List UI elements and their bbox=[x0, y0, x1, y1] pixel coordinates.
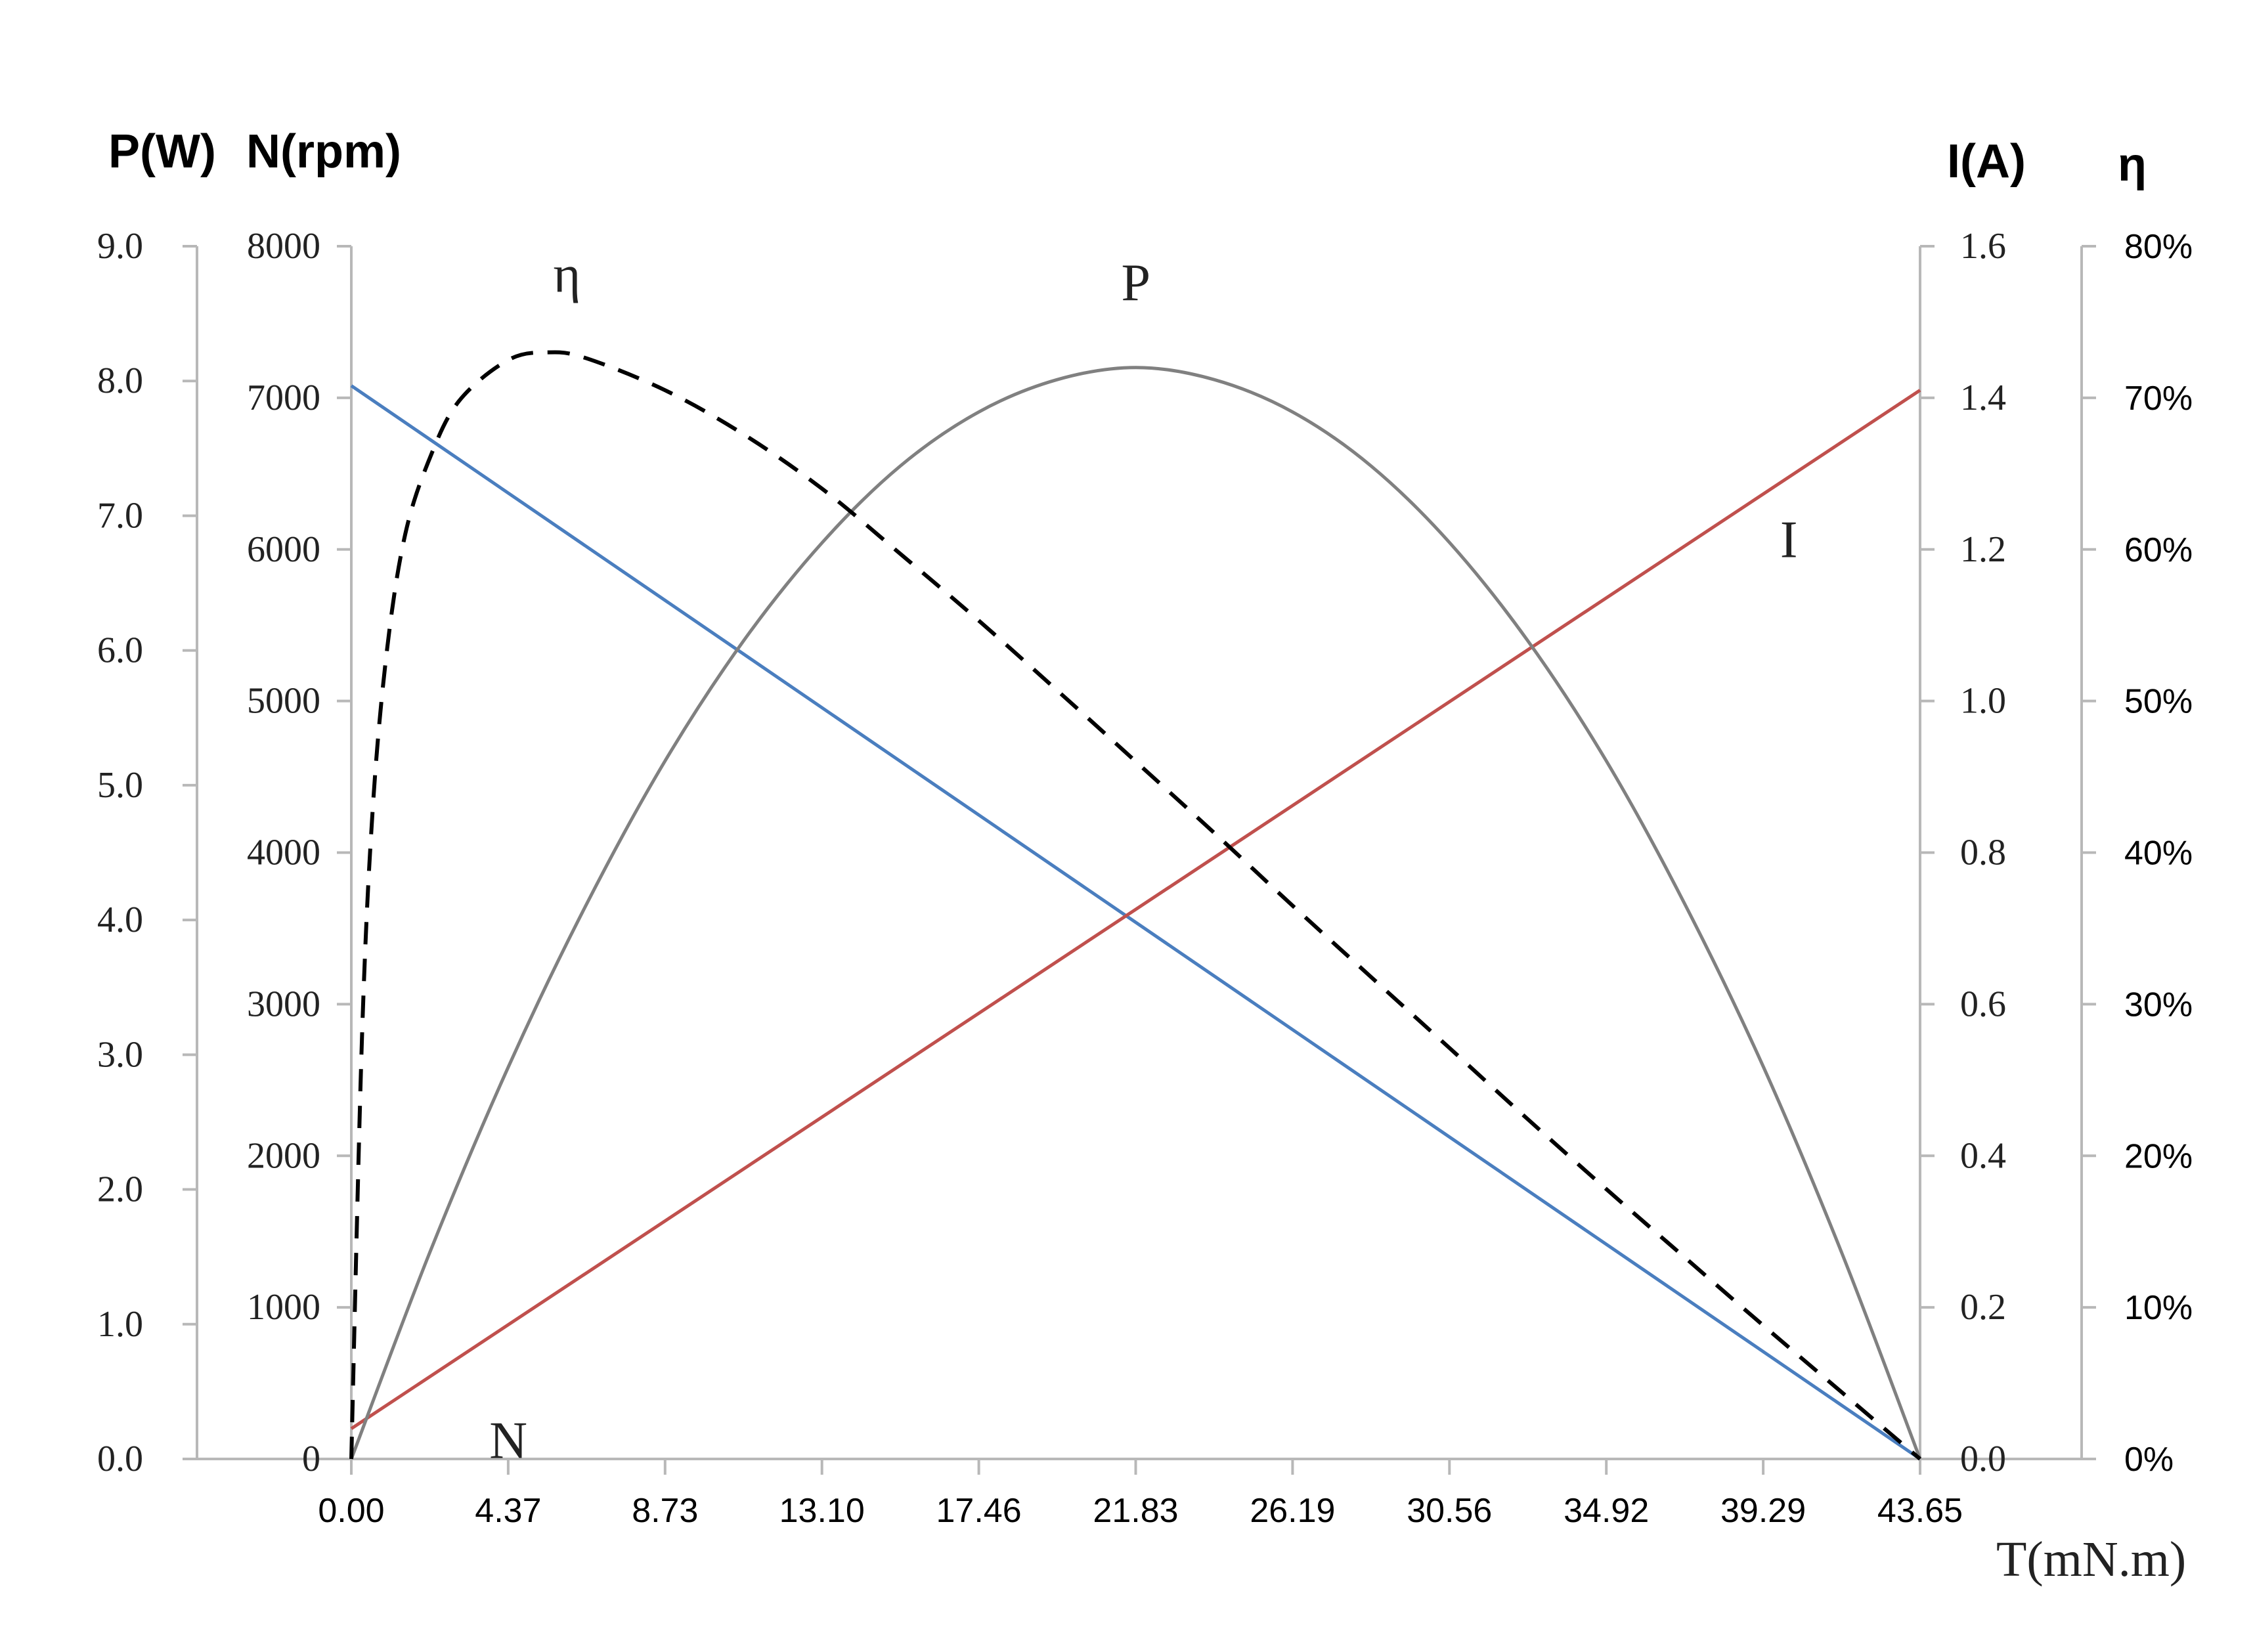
eta-tick-label: 70% bbox=[2124, 380, 2193, 418]
p-tick-label: 9.0 bbox=[97, 226, 143, 267]
x-tick-label: 8.73 bbox=[632, 1492, 698, 1530]
i-tick-label: 0.4 bbox=[1960, 1135, 2006, 1176]
n-tick-label: 3000 bbox=[247, 984, 320, 1024]
axis-title-power: P(W) bbox=[108, 125, 216, 178]
n-tick-label: 2000 bbox=[247, 1135, 320, 1176]
eta-tick-label: 60% bbox=[2124, 531, 2193, 569]
i-tick-label: 1.6 bbox=[1960, 226, 2006, 267]
i-tick-label: 1.4 bbox=[1960, 378, 2006, 418]
p-tick-label: 5.0 bbox=[97, 765, 143, 806]
eta-tick-label: 30% bbox=[2124, 986, 2193, 1024]
curve-label-n: N bbox=[489, 1412, 527, 1470]
series-line-i bbox=[350, 389, 1921, 1430]
x-tick-label: 34.92 bbox=[1564, 1492, 1649, 1530]
x-tick-label: 43.65 bbox=[1877, 1492, 1963, 1530]
eta-tick-label: 80% bbox=[2124, 228, 2193, 266]
n-tick-label: 7000 bbox=[247, 378, 320, 418]
x-tick-label: 39.29 bbox=[1720, 1492, 1806, 1530]
series-line-efficiency bbox=[349, 350, 1921, 1461]
axis-title-efficiency: η bbox=[2118, 139, 2147, 191]
p-tick-label: 4.0 bbox=[97, 900, 143, 940]
eta-tick-label: 50% bbox=[2124, 683, 2193, 721]
x-tick-label: 17.46 bbox=[936, 1492, 1022, 1530]
p-tick-label: 7.0 bbox=[97, 495, 143, 536]
i-tick-label: 1.2 bbox=[1960, 529, 2006, 570]
p-tick-label: 2.0 bbox=[97, 1169, 143, 1210]
eta-tick-label: 40% bbox=[2124, 835, 2193, 873]
n-tick-label: 0 bbox=[302, 1439, 320, 1479]
series-line-n bbox=[350, 384, 1921, 1461]
p-tick-label: 0.0 bbox=[97, 1439, 143, 1479]
axis-title-current: I(A) bbox=[1947, 135, 2026, 188]
eta-tick-label: 10% bbox=[2124, 1289, 2193, 1327]
axis-ticks bbox=[183, 245, 2096, 1475]
x-tick-label: 4.37 bbox=[475, 1492, 541, 1530]
series-line-p bbox=[349, 366, 1922, 1460]
x-tick-label: 30.56 bbox=[1407, 1492, 1492, 1530]
axis-title-speed: N(rpm) bbox=[246, 125, 401, 178]
n-tick-label: 8000 bbox=[247, 226, 320, 267]
n-tick-label: 5000 bbox=[247, 681, 320, 722]
n-tick-label: 6000 bbox=[247, 529, 320, 570]
i-tick-label: 0.2 bbox=[1960, 1287, 2006, 1328]
i-tick-label: 0.0 bbox=[1960, 1439, 2006, 1479]
p-tick-label: 3.0 bbox=[97, 1034, 143, 1075]
axis-title-torque: T(mN.m) bbox=[1996, 1532, 2186, 1587]
curve-label-p: P bbox=[1122, 254, 1151, 312]
x-tick-label: 13.10 bbox=[779, 1492, 865, 1530]
p-tick-label: 1.0 bbox=[97, 1304, 143, 1345]
tick-labels: 0.0 1.0 2.0 3.0 4.0 5.0 6.0 7.0 8.0 9.0 0 1000 2000 3… bbox=[97, 226, 2193, 1530]
p-tick-label: 8.0 bbox=[97, 360, 143, 401]
data-series bbox=[349, 350, 1922, 1461]
eta-tick-label: 20% bbox=[2124, 1137, 2193, 1175]
n-tick-label: 4000 bbox=[247, 833, 320, 873]
x-tick-label: 21.83 bbox=[1093, 1492, 1178, 1530]
n-tick-label: 1000 bbox=[247, 1287, 320, 1328]
x-tick-label: 0.00 bbox=[318, 1492, 384, 1530]
eta-tick-label: 0% bbox=[2124, 1441, 2174, 1479]
curve-label-i: I bbox=[1780, 511, 1798, 569]
i-tick-label: 0.8 bbox=[1960, 833, 2006, 873]
x-tick-label: 26.19 bbox=[1250, 1492, 1335, 1530]
i-tick-label: 0.6 bbox=[1960, 984, 2006, 1024]
p-tick-label: 6.0 bbox=[97, 630, 143, 671]
curve-label-efficiency: η bbox=[553, 246, 580, 303]
i-tick-label: 1.0 bbox=[1960, 681, 2006, 722]
